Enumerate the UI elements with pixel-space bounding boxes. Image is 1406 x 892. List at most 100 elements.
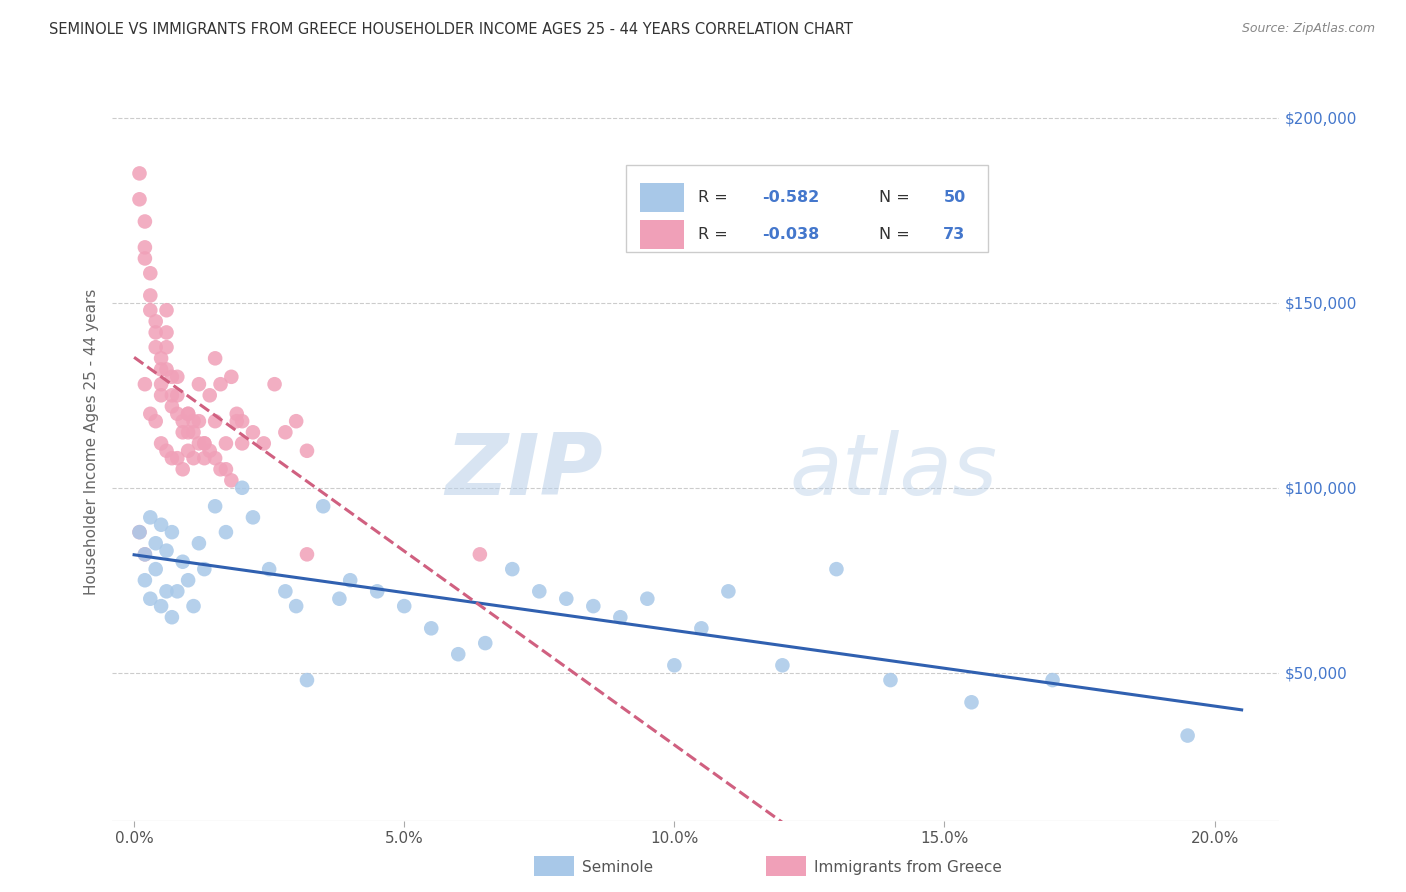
Point — [312, 500, 335, 514]
Point — [225, 407, 247, 421]
Point — [150, 517, 173, 532]
Point — [134, 252, 156, 266]
Point — [253, 436, 276, 450]
Point — [134, 573, 156, 587]
Point — [204, 451, 226, 466]
Point — [160, 400, 183, 414]
Point — [145, 340, 167, 354]
Text: R =: R = — [699, 190, 733, 205]
Text: Seminole: Seminole — [582, 860, 654, 874]
Point — [166, 584, 188, 599]
Point — [139, 266, 162, 280]
Point — [155, 340, 177, 354]
Point — [193, 436, 215, 450]
Point — [128, 192, 150, 206]
Point — [177, 407, 200, 421]
Point — [366, 584, 388, 599]
Point — [183, 425, 205, 440]
Point — [501, 562, 523, 576]
Point — [555, 591, 578, 606]
Point — [160, 369, 183, 384]
Point — [1177, 729, 1199, 743]
Point — [447, 647, 470, 661]
Point — [690, 621, 713, 635]
Point — [225, 414, 247, 428]
Point — [177, 443, 200, 458]
Point — [172, 414, 194, 428]
Point — [160, 451, 183, 466]
Point — [285, 414, 308, 428]
Text: Source: ZipAtlas.com: Source: ZipAtlas.com — [1241, 22, 1375, 36]
Point — [166, 407, 188, 421]
Point — [193, 562, 215, 576]
Point — [420, 621, 443, 635]
Point — [274, 425, 297, 440]
Text: -0.582: -0.582 — [762, 190, 820, 205]
Point — [155, 443, 177, 458]
Point — [215, 436, 238, 450]
FancyBboxPatch shape — [640, 220, 685, 249]
Point — [160, 610, 183, 624]
Point — [609, 610, 631, 624]
Point — [221, 474, 243, 488]
Point — [879, 673, 901, 687]
Point — [128, 166, 150, 180]
Point — [193, 436, 215, 450]
Point — [1042, 673, 1064, 687]
Point — [664, 658, 686, 673]
Point — [160, 388, 183, 402]
Point — [150, 599, 173, 614]
Point — [134, 547, 156, 561]
Point — [187, 414, 209, 428]
Point — [295, 673, 318, 687]
Point — [134, 214, 156, 228]
Point — [150, 351, 173, 366]
Point — [204, 500, 226, 514]
Point — [295, 443, 318, 458]
Text: N =: N = — [879, 190, 915, 205]
Point — [160, 525, 183, 540]
Point — [187, 377, 209, 392]
Point — [215, 462, 238, 476]
Point — [150, 362, 173, 376]
Point — [231, 436, 253, 450]
Point — [177, 573, 200, 587]
Point — [139, 407, 162, 421]
Point — [128, 525, 150, 540]
Point — [187, 436, 209, 450]
Point — [177, 425, 200, 440]
Text: SEMINOLE VS IMMIGRANTS FROM GREECE HOUSEHOLDER INCOME AGES 25 - 44 YEARS CORRELA: SEMINOLE VS IMMIGRANTS FROM GREECE HOUSE… — [49, 22, 853, 37]
Point — [257, 562, 280, 576]
Point — [128, 525, 150, 540]
Point — [183, 414, 205, 428]
Point — [215, 525, 238, 540]
Point — [295, 547, 318, 561]
Point — [172, 462, 194, 476]
Point — [139, 591, 162, 606]
Point — [198, 443, 221, 458]
Point — [155, 543, 177, 558]
Point — [145, 414, 167, 428]
Point — [172, 555, 194, 569]
Point — [209, 462, 232, 476]
Point — [139, 288, 162, 302]
Point — [242, 510, 264, 524]
Text: N =: N = — [879, 227, 915, 242]
Point — [145, 314, 167, 328]
Point — [285, 599, 308, 614]
Point — [204, 351, 226, 366]
Text: atlas: atlas — [789, 430, 997, 514]
Point — [155, 326, 177, 340]
Point — [231, 481, 253, 495]
Point — [187, 536, 209, 550]
Point — [139, 510, 162, 524]
Point — [150, 377, 173, 392]
FancyBboxPatch shape — [640, 183, 685, 212]
Point — [193, 451, 215, 466]
Point — [150, 388, 173, 402]
Text: 73: 73 — [943, 227, 966, 242]
Point — [155, 303, 177, 318]
Point — [204, 414, 226, 428]
Point — [145, 326, 167, 340]
Point — [960, 695, 983, 709]
